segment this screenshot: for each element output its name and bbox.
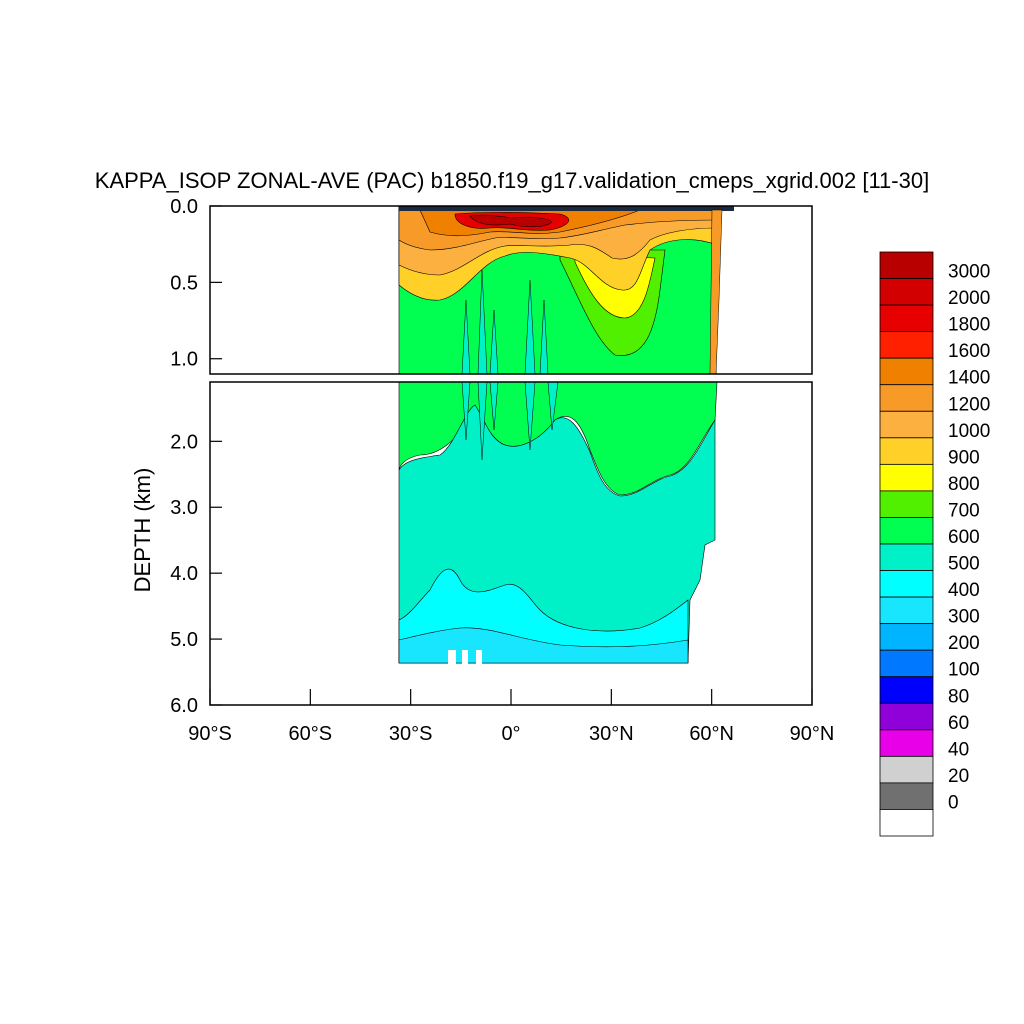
x-tick-label: 90°S bbox=[188, 723, 232, 745]
colorbar-level-label: 900 bbox=[948, 447, 980, 468]
colorbar-swatch bbox=[879, 331, 934, 359]
colorbar-level-label: 1000 bbox=[948, 421, 990, 442]
field-bottom-gap-1 bbox=[448, 650, 456, 664]
colorbar-level-label: 20 bbox=[948, 766, 969, 787]
colorbar-swatch bbox=[879, 490, 934, 518]
field-bottom-gap-2 bbox=[462, 650, 468, 664]
colorbar-swatch bbox=[879, 649, 934, 678]
colorbar-swatch bbox=[879, 702, 934, 731]
colorbar-level-label: 800 bbox=[948, 474, 980, 495]
colorbar-swatch bbox=[879, 437, 934, 465]
lower-y-axis-ticks: 2.0 3.0 4.0 5.0 6.0 bbox=[170, 431, 222, 717]
y-tick-label: 2.0 bbox=[170, 431, 198, 453]
colorbar-swatch bbox=[879, 517, 934, 545]
colorbar-swatch bbox=[879, 463, 934, 492]
colorbar-swatch bbox=[879, 623, 934, 651]
x-axis-ticks: 90°S 60°S 30°S 0° 30°N 60°N 90°N bbox=[188, 689, 834, 745]
colorbar-swatch bbox=[879, 729, 934, 757]
field-region-400-deep bbox=[398, 627, 689, 664]
y-axis-label: DEPTH (km) bbox=[130, 468, 155, 593]
upper-panel-field bbox=[398, 206, 734, 374]
colorbar-swatch bbox=[879, 384, 934, 412]
chart-title: KAPPA_ISOP ZONAL-AVE (PAC) b1850.f19_g17… bbox=[95, 168, 929, 193]
colorbar-swatch bbox=[879, 304, 934, 333]
colorbar-level-label: 80 bbox=[948, 686, 969, 707]
colorbar-swatch bbox=[879, 596, 934, 625]
colorbar-swatch bbox=[879, 782, 934, 810]
colorbar-level-label: 3000 bbox=[948, 262, 990, 283]
y-tick-label: 0.5 bbox=[170, 272, 198, 294]
x-tick-label: 60°N bbox=[689, 723, 734, 745]
x-tick-label: 0° bbox=[501, 723, 520, 745]
lower-panel-field bbox=[398, 382, 718, 664]
field-region-600-plumes bbox=[461, 269, 549, 374]
colorbar-swatch bbox=[879, 755, 934, 784]
colorbar-level-label: 100 bbox=[948, 660, 980, 681]
x-tick-label: 30°N bbox=[589, 723, 634, 745]
colorbar-swatch bbox=[879, 278, 934, 306]
colorbar-level-label: 2000 bbox=[948, 288, 990, 309]
colorbar-level-label: 400 bbox=[948, 580, 980, 601]
y-tick-label: 4.0 bbox=[170, 563, 198, 585]
x-tick-label: 90°N bbox=[790, 723, 835, 745]
colorbar-level-label: 60 bbox=[948, 713, 969, 734]
y-tick-label: 0.0 bbox=[170, 196, 198, 218]
colorbar-level-label: 1400 bbox=[948, 368, 990, 389]
y-tick-label: 3.0 bbox=[170, 497, 198, 519]
colorbar-level-label: 300 bbox=[948, 607, 980, 628]
y-tick-label: 5.0 bbox=[170, 629, 198, 651]
x-tick-label: 30°S bbox=[389, 723, 433, 745]
upper-y-axis-ticks: 0.0 0.5 1.0 bbox=[170, 196, 222, 371]
colorbar-swatch bbox=[879, 410, 934, 439]
colorbar-swatch bbox=[879, 676, 934, 704]
colorbar-swatch bbox=[879, 570, 934, 598]
colorbar-swatch bbox=[879, 357, 934, 386]
field-surface-layer bbox=[399, 206, 734, 211]
field-region-highlat-edge bbox=[709, 209, 723, 374]
colorbar-level-label: 1600 bbox=[948, 341, 990, 362]
colorbar: 3000200018001600140012001000900800700600… bbox=[879, 251, 990, 837]
colorbar-level-label: 0 bbox=[948, 792, 959, 813]
colorbar-level-label: 600 bbox=[948, 527, 980, 548]
x-tick-label: 60°S bbox=[289, 723, 333, 745]
colorbar-swatch bbox=[879, 809, 934, 837]
field-region-3000 bbox=[469, 214, 553, 228]
colorbar-level-label: 500 bbox=[948, 554, 980, 575]
field-bottom-gap-3 bbox=[476, 650, 482, 664]
field-region-600-plumes-deep bbox=[461, 382, 559, 461]
colorbar-level-label: 40 bbox=[948, 739, 969, 760]
colorbar-level-label: 1800 bbox=[948, 315, 990, 336]
colorbar-level-label: 200 bbox=[948, 633, 980, 654]
colorbar-swatch bbox=[879, 251, 934, 279]
y-tick-label: 6.0 bbox=[170, 695, 198, 717]
y-tick-label: 1.0 bbox=[170, 349, 198, 371]
colorbar-level-label: 700 bbox=[948, 500, 980, 521]
upper-panel-frame bbox=[209, 205, 813, 375]
colorbar-level-label: 1200 bbox=[948, 394, 990, 415]
colorbar-swatch bbox=[879, 543, 934, 571]
